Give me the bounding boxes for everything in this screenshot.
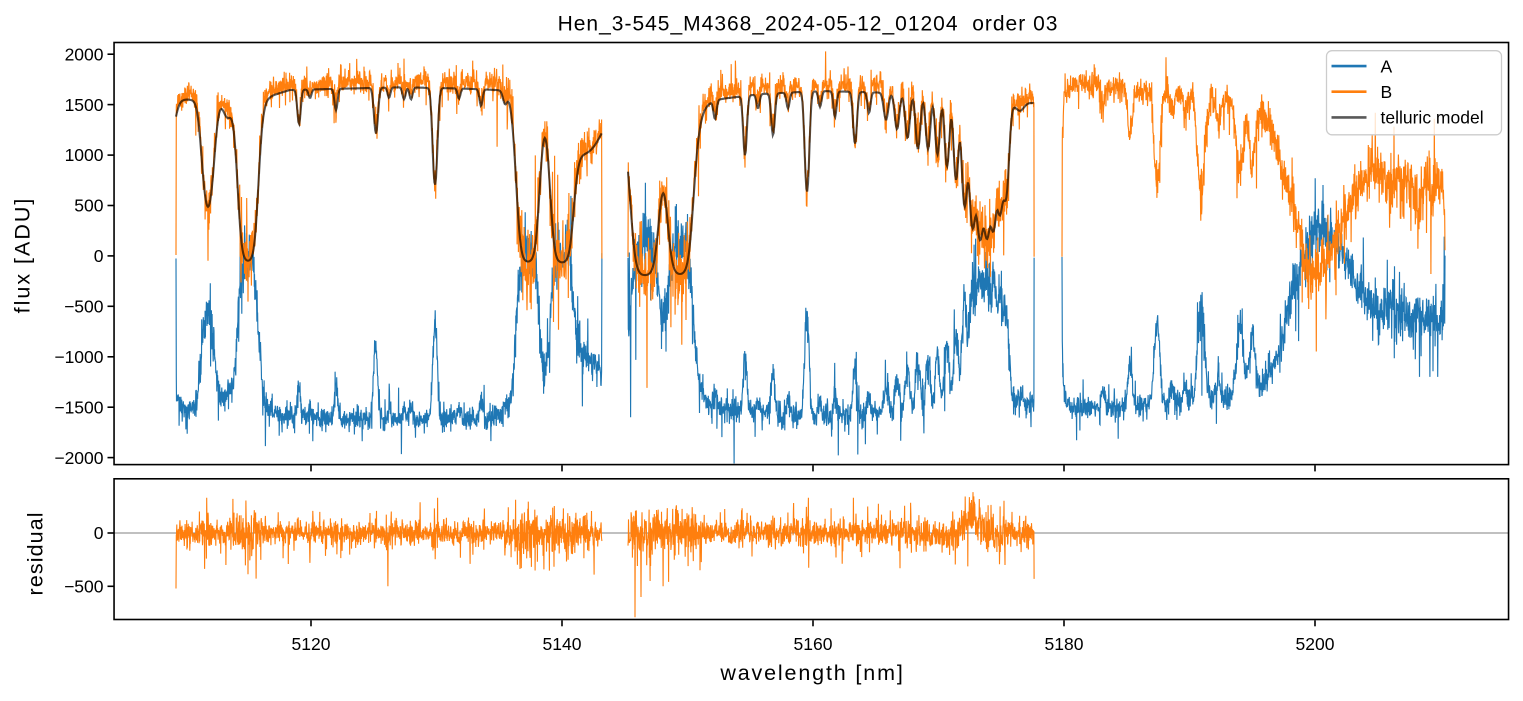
- svg-text:0: 0: [94, 246, 104, 266]
- svg-text:wavelength [nm]: wavelength [nm]: [719, 661, 904, 685]
- svg-text:−500: −500: [64, 297, 104, 317]
- svg-text:−500: −500: [64, 577, 104, 597]
- svg-text:500: 500: [74, 196, 103, 216]
- svg-text:A: A: [1381, 56, 1393, 76]
- svg-text:−2000: −2000: [54, 448, 103, 468]
- svg-text:0: 0: [94, 523, 104, 543]
- svg-text:telluric model: telluric model: [1381, 108, 1484, 128]
- svg-text:5160: 5160: [794, 634, 833, 654]
- svg-text:Hen_3-545_M4368_2024-05-12_012: Hen_3-545_M4368_2024-05-12_01204 order 0…: [558, 13, 1059, 36]
- svg-text:−1000: −1000: [54, 347, 103, 367]
- svg-text:residual: residual: [24, 511, 48, 595]
- svg-text:5120: 5120: [292, 634, 331, 654]
- svg-text:5180: 5180: [1045, 634, 1084, 654]
- svg-text:B: B: [1381, 82, 1393, 102]
- svg-text:−1500: −1500: [54, 397, 103, 417]
- svg-text:5140: 5140: [543, 634, 582, 654]
- svg-text:flux [ADU]: flux [ADU]: [11, 197, 35, 314]
- svg-text:5200: 5200: [1296, 634, 1335, 654]
- svg-text:2000: 2000: [65, 44, 104, 64]
- svg-text:1000: 1000: [65, 145, 104, 165]
- svg-text:1500: 1500: [65, 95, 104, 115]
